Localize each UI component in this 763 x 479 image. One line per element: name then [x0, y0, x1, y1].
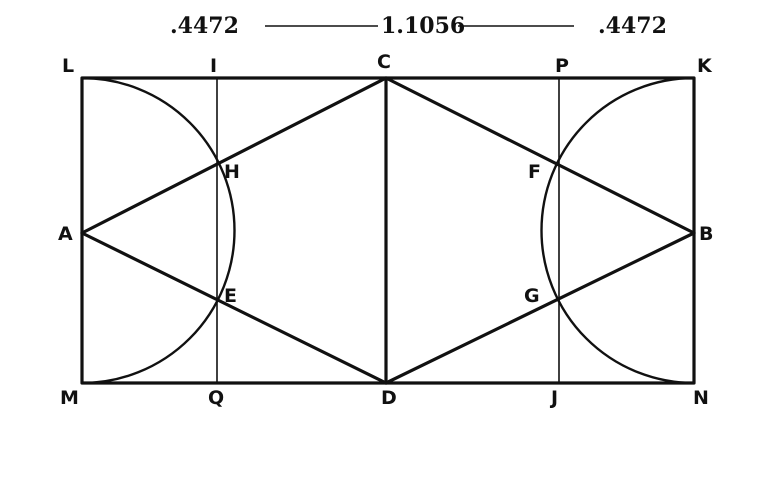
label-J: J	[549, 387, 558, 409]
dimension-middle-value: 1.1056	[381, 13, 465, 39]
line-BD	[384, 231, 696, 385]
label-I: I	[210, 55, 217, 77]
label-M: M	[60, 387, 79, 409]
label-A: A	[58, 223, 73, 245]
label-Q: Q	[208, 387, 224, 409]
label-D: D	[381, 387, 397, 409]
label-E: E	[224, 285, 237, 307]
label-G: G	[524, 285, 540, 307]
dimension-left-value: .4472	[170, 13, 239, 39]
label-N: N	[693, 387, 709, 409]
left-semicircle-arc	[81, 76, 236, 385]
line-AC	[80, 76, 388, 235]
right-semicircle-arc	[540, 76, 695, 385]
label-F: F	[528, 161, 541, 183]
label-C: C	[377, 51, 391, 73]
label-L: L	[62, 55, 74, 77]
dimension-right-value: .4472	[598, 13, 667, 39]
line-CB	[384, 76, 696, 235]
outer-rectangle	[80, 76, 696, 385]
label-P: P	[555, 55, 569, 77]
line-DA	[80, 231, 388, 385]
label-H: H	[224, 161, 240, 183]
label-K: K	[697, 55, 713, 77]
label-B: B	[699, 223, 713, 245]
